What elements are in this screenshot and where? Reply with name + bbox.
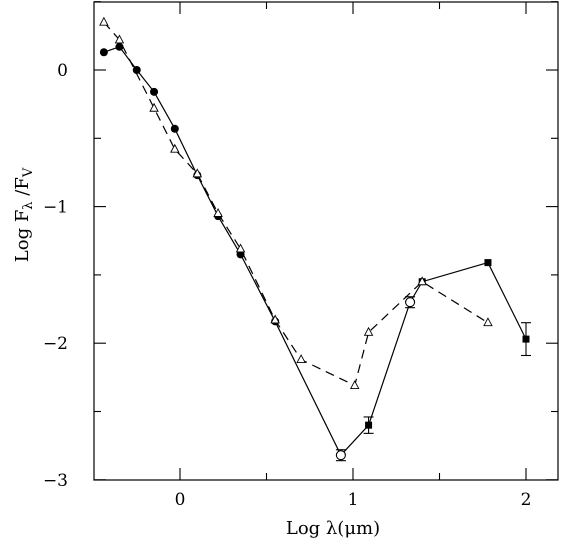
data-point (170, 124, 179, 133)
data-point (235, 243, 246, 253)
series-dashed (99, 16, 493, 389)
data-point (149, 102, 159, 112)
data-point (114, 34, 125, 44)
data-point (115, 42, 124, 51)
y-tick-label: −1 (43, 198, 68, 218)
data-point (170, 143, 180, 153)
data-point (417, 276, 427, 286)
plot-frame (93, 1, 559, 481)
y-tick-label: 0 (57, 61, 68, 81)
data-point (150, 87, 159, 96)
data-point (132, 66, 141, 74)
x-axis-title: Log λ(μm) (286, 518, 380, 539)
x-tick-label: 1 (348, 490, 359, 510)
series-layer (99, 16, 531, 462)
data-point (296, 354, 306, 364)
data-point (365, 421, 373, 429)
data-point (99, 16, 109, 26)
axes: 0 1 2 0 −1 −2 −3 (43, 1, 558, 510)
y-axis-title: Log Fλ /FV (12, 167, 36, 262)
x-tick-label: 0 (175, 490, 186, 510)
data-point (192, 168, 203, 178)
series-line (103, 21, 489, 387)
data-point (349, 380, 360, 389)
data-point (99, 48, 108, 57)
data-point (213, 207, 223, 217)
series-line (103, 46, 527, 457)
data-point (522, 335, 530, 343)
series-solid (99, 42, 531, 462)
data-point (483, 317, 493, 327)
data-point (363, 326, 374, 336)
y-tick-label: −3 (43, 471, 68, 491)
x-tick-label: 2 (521, 490, 532, 510)
data-point (405, 297, 416, 308)
y-tick-label: −2 (43, 334, 68, 354)
data-point (335, 450, 346, 461)
y-axis-title-group: Log Fλ /FV (12, 167, 36, 262)
data-point (484, 259, 492, 267)
data-point (270, 314, 280, 324)
